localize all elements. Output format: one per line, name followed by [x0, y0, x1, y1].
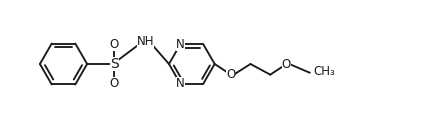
Text: O: O — [109, 77, 119, 90]
Text: O: O — [226, 68, 235, 81]
Text: O: O — [282, 57, 291, 71]
Text: S: S — [110, 57, 119, 71]
Text: CH₃: CH₃ — [313, 65, 335, 78]
Text: N: N — [176, 38, 185, 51]
Text: NH: NH — [137, 35, 154, 48]
Text: O: O — [109, 38, 119, 51]
Text: N: N — [176, 77, 185, 90]
